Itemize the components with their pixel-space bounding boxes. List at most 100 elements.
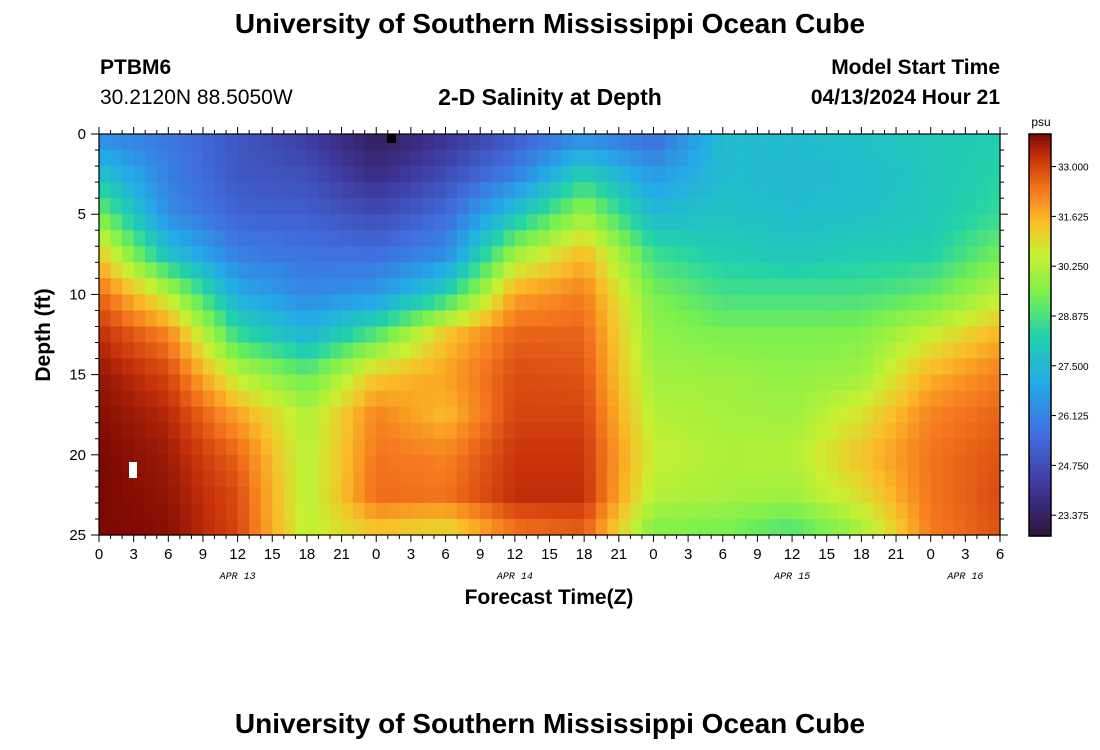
heatmap-cell xyxy=(561,358,574,376)
heatmap-cell xyxy=(884,374,897,392)
heatmap-cell xyxy=(919,406,932,424)
heatmap-cell xyxy=(872,198,886,215)
heatmap-cell xyxy=(306,454,320,472)
heatmap-cell xyxy=(745,310,759,328)
heatmap-cell xyxy=(572,166,585,183)
heatmap-cell xyxy=(260,166,273,183)
heatmap-cell xyxy=(145,390,158,408)
heatmap-cell xyxy=(676,422,689,440)
heatmap-cell xyxy=(410,150,424,167)
heatmap-cell xyxy=(399,182,412,199)
heatmap-cell xyxy=(676,166,689,183)
heatmap-cell xyxy=(930,246,943,263)
colorbar-segment xyxy=(1029,462,1051,467)
heatmap-cell xyxy=(907,294,920,312)
heatmap-cell xyxy=(179,326,193,344)
heatmap-cell xyxy=(399,390,412,408)
heatmap-cell xyxy=(179,198,193,215)
heatmap-cell xyxy=(214,214,227,231)
heatmap-cell xyxy=(445,406,458,424)
heatmap-cell xyxy=(792,294,805,312)
heatmap-cell xyxy=(676,310,689,328)
heatmap-cell xyxy=(214,422,227,440)
heatmap-cell xyxy=(665,470,678,488)
heatmap-cell xyxy=(445,150,458,167)
heatmap-cell xyxy=(422,454,435,472)
heatmap-cell xyxy=(757,150,770,167)
heatmap-cell xyxy=(503,326,516,344)
heatmap-cell xyxy=(930,438,943,456)
colorbar-segment xyxy=(1029,328,1051,333)
heatmap-cell xyxy=(145,374,158,392)
heatmap-cell xyxy=(919,246,932,263)
heatmap-cell xyxy=(491,214,504,231)
heatmap-cell xyxy=(433,214,447,231)
heatmap-cell xyxy=(745,134,759,151)
heatmap-cell xyxy=(584,518,597,536)
heatmap-cell xyxy=(122,422,135,440)
heatmap-cell xyxy=(815,438,828,456)
heatmap-cell xyxy=(919,262,932,279)
heatmap-cell xyxy=(122,486,135,504)
heatmap-cell xyxy=(584,390,597,408)
heatmap-cell xyxy=(884,278,897,295)
heatmap-cell xyxy=(896,518,909,536)
heatmap-cell xyxy=(988,438,1001,456)
heatmap-cell xyxy=(318,294,331,312)
heatmap-cell xyxy=(468,470,481,488)
heatmap-cell xyxy=(191,486,204,504)
heatmap-cell xyxy=(133,214,146,231)
heatmap-cell xyxy=(965,438,978,456)
heatmap-cell xyxy=(237,486,250,504)
heatmap-cell xyxy=(641,134,655,151)
heatmap-cell xyxy=(226,470,239,488)
heatmap-cell xyxy=(226,198,239,215)
heatmap-cell xyxy=(872,134,886,151)
heatmap-cell xyxy=(480,214,493,231)
heatmap-cell xyxy=(410,262,424,279)
station-id: PTBM6 xyxy=(100,56,172,79)
heatmap-cell xyxy=(503,294,516,312)
colorbar-segment xyxy=(1029,150,1051,155)
heatmap-cell xyxy=(214,454,227,472)
heatmap-cell xyxy=(537,278,551,295)
heatmap-cell xyxy=(122,374,135,392)
heatmap-cell xyxy=(988,230,1001,247)
colorbar-segment xyxy=(1029,489,1051,494)
heatmap-cell xyxy=(306,278,320,295)
heatmap-cell xyxy=(745,470,759,488)
heatmap-cell xyxy=(549,486,562,504)
heatmap-cell xyxy=(514,310,527,328)
heatmap-cell xyxy=(665,342,678,360)
heatmap-cell xyxy=(757,454,770,472)
heatmap-cell xyxy=(584,470,597,488)
heatmap-cell xyxy=(237,470,250,488)
heatmap-cell xyxy=(953,326,966,344)
heatmap-cell xyxy=(653,326,666,344)
heatmap-cell xyxy=(249,294,262,312)
heatmap-cell xyxy=(364,310,377,328)
heatmap-cell xyxy=(953,422,966,440)
heatmap-cell xyxy=(607,342,620,360)
heatmap-cell xyxy=(815,454,828,472)
heatmap-cell xyxy=(376,422,389,440)
heatmap-cell xyxy=(907,518,920,536)
heatmap-cell xyxy=(976,454,990,472)
heatmap-cell xyxy=(792,182,805,199)
heatmap-cell xyxy=(838,310,851,328)
heatmap-cell xyxy=(318,214,331,231)
heatmap-cell xyxy=(145,406,158,424)
heatmap-cell xyxy=(953,518,966,536)
heatmap-cell xyxy=(249,374,262,392)
heatmap-cell xyxy=(364,182,377,199)
heatmap-cell xyxy=(480,454,493,472)
heatmap-cell xyxy=(826,182,839,199)
heatmap-cell xyxy=(110,518,123,536)
y-tick-label: 10 xyxy=(69,286,86,303)
heatmap-cell xyxy=(653,422,666,440)
heatmap-cell xyxy=(179,438,193,456)
heatmap-cell xyxy=(618,262,631,279)
heatmap-cell xyxy=(422,390,435,408)
heatmap-cell xyxy=(561,486,574,504)
heatmap-cell xyxy=(468,342,481,360)
